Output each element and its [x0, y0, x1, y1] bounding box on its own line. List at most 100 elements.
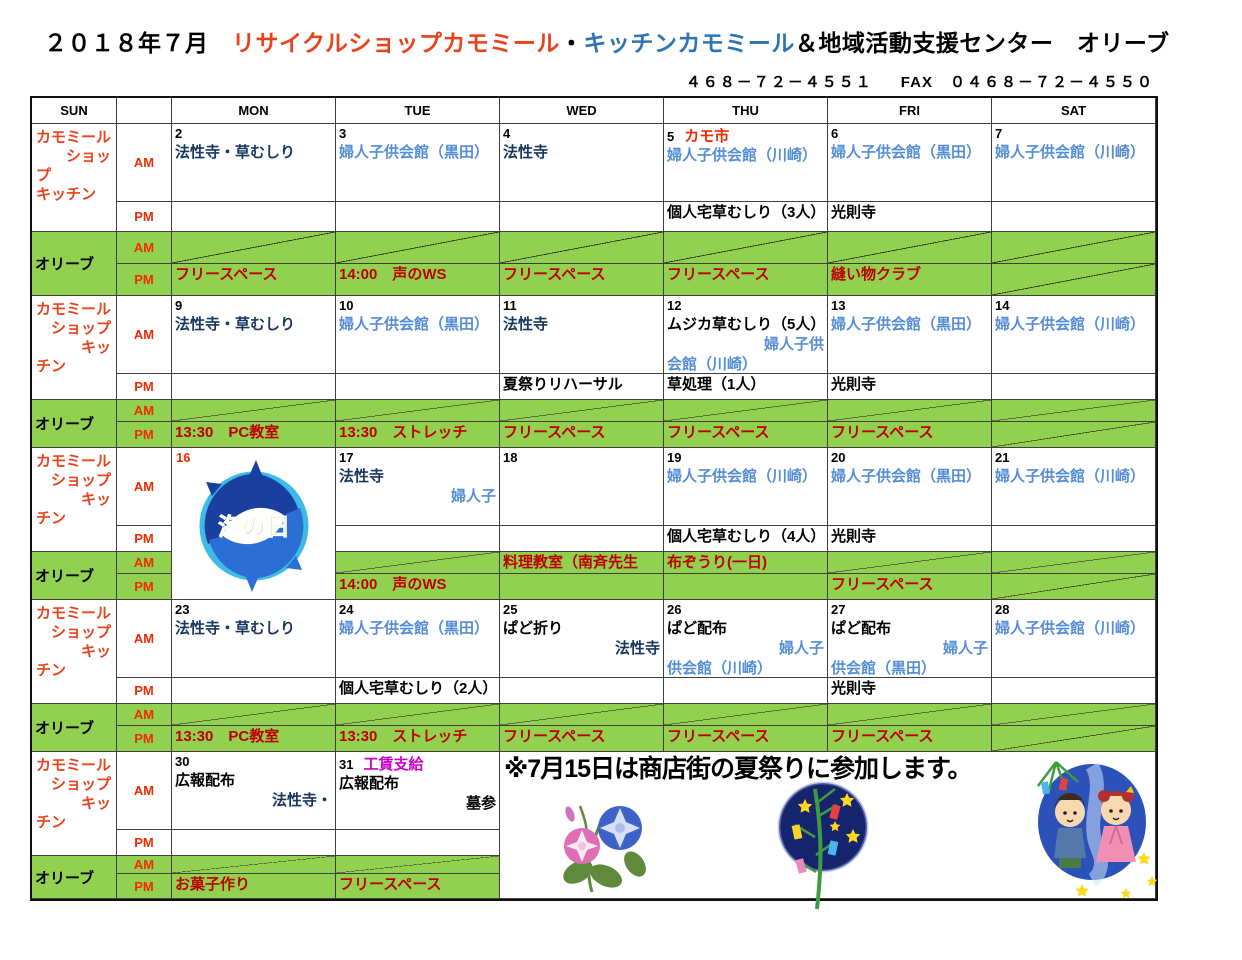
pm-label: PM	[117, 574, 172, 600]
event: 婦人子供会館（黒田）	[831, 144, 982, 161]
event: 13:30 ストレッチ	[339, 728, 468, 745]
day-cell: 23 法性寺・草むしり	[172, 600, 336, 678]
event: フリースペース	[667, 728, 770, 745]
event: フリースペース	[831, 424, 934, 441]
olive-cell-closed	[828, 552, 992, 574]
day-cell: 3 婦人子供会館（黒田）	[336, 124, 500, 202]
event: 婦人子	[450, 488, 496, 505]
header-sun: SUN	[32, 98, 117, 124]
event: 法性寺	[503, 144, 549, 161]
calendar-table: SUN MON TUE WED THU FRI SAT カモミール ショッ プ …	[30, 96, 1158, 910]
event: 13:30 PC教室	[175, 728, 280, 745]
event: 広報配布	[339, 775, 400, 792]
day-cell: 12 ムジカ草むしり（5人） 婦人子供 会館（川崎）	[664, 296, 828, 374]
olive-cell-closed	[172, 232, 336, 264]
olive-cell: 14:00 声のWS	[336, 574, 500, 600]
event: 広報配布	[175, 772, 236, 789]
tanabata-bamboo-icon	[777, 781, 869, 910]
olive-cell: お菓子作り	[172, 874, 336, 899]
event: ぱど配布	[831, 620, 892, 637]
date: 2	[175, 126, 183, 141]
row-label-olive: オリーブ	[32, 856, 117, 899]
event: フリースペース	[503, 266, 606, 283]
event: 個人宅草むしり（2人）	[339, 680, 498, 697]
date: 7	[995, 126, 1003, 141]
pm-cell	[172, 202, 336, 232]
event: 14:00 声のWS	[339, 576, 447, 593]
title-sep: ・	[559, 30, 584, 56]
olive-cell: フリースペース	[664, 726, 828, 752]
row-label-olive: オリーブ	[32, 552, 117, 600]
title-shop: リサイクルショップカモミール	[232, 30, 560, 56]
event: フリースペース	[831, 576, 934, 593]
olive-cell: フリースペース	[500, 264, 664, 296]
olive-cell: フリースペース	[828, 726, 992, 752]
event: フリースペース	[503, 424, 606, 441]
event: 法性寺	[503, 316, 549, 333]
olive-cell: フリースペース	[336, 874, 500, 899]
day-cell: 25 ぱど折り 法性寺	[500, 600, 664, 678]
olive-cell: フリースペース	[664, 264, 828, 296]
pm-label: PM	[117, 830, 172, 856]
olive-cell-closed	[992, 422, 1156, 448]
olive-cell-closed	[992, 552, 1156, 574]
event: 法性寺・	[271, 792, 332, 809]
header-sat: SAT	[992, 98, 1156, 124]
event: 婦人子	[778, 640, 824, 657]
row-label-chamomile: カモミール ショップ キッ チン	[32, 600, 117, 704]
event: フリースペース	[175, 266, 278, 283]
row-label-olive: オリーブ	[32, 400, 117, 448]
day-cell: 24 婦人子供会館（黒田）	[336, 600, 500, 678]
pm-cell	[172, 678, 336, 704]
header-mon: MON	[172, 98, 336, 124]
event: フリースペース	[503, 728, 606, 745]
event: 13:30 ストレッチ	[339, 424, 468, 441]
olive-cell	[500, 574, 664, 600]
olive-cell-closed	[828, 704, 992, 726]
week-4: カモミール ショップ キッ チン AM PM 23 法性寺・草むしり 24 婦人子供…	[32, 600, 1156, 752]
morning-glory-icon	[563, 805, 646, 893]
day-cell: 31 工賃支給 広報配布 墓参	[336, 752, 500, 830]
day-cell: 30 広報配布 法性寺・	[172, 752, 336, 830]
event: ムジカ草むしり（5人）	[667, 316, 826, 333]
contact-line: ４６８－７２－４５５１ FAX ０４６８－７２－４５５０	[686, 71, 1154, 92]
event: 14:00 声のWS	[339, 266, 447, 283]
row-label-olive: オリーブ	[32, 232, 117, 296]
olive-cell: フリースペース	[500, 726, 664, 752]
event: 供会館（黒田）	[831, 660, 937, 677]
olive-cell-closed	[500, 400, 664, 422]
row-label-olive: オリーブ	[32, 704, 117, 752]
date: 14	[995, 298, 1010, 313]
event: 草処理（1人）	[667, 376, 766, 393]
event: 婦人子供会館（黒田）	[339, 144, 490, 161]
olive-cell-closed	[664, 704, 828, 726]
pm-cell: 個人宅草むしり（2人）	[336, 678, 500, 704]
olive-cell: 縫い物クラブ	[828, 264, 992, 296]
olive-cell-closed	[336, 704, 500, 726]
am-label: AM	[117, 704, 172, 726]
day-cell: 14 婦人子供会館（川崎）	[992, 296, 1156, 374]
am-label: AM	[117, 552, 172, 574]
event: フリースペース	[339, 876, 442, 893]
event: 婦人子供会館（黒田）	[831, 316, 982, 333]
pm-cell	[500, 678, 664, 704]
date: 19	[667, 450, 682, 465]
pm-cell	[336, 830, 500, 856]
pm-cell	[172, 374, 336, 400]
olive-cell-closed	[172, 704, 336, 726]
event: 光則寺	[831, 528, 877, 545]
olive-cell-closed	[172, 400, 336, 422]
day-cell: 11 法性寺	[500, 296, 664, 374]
event: 光則寺	[831, 680, 877, 697]
event: 個人宅草むしり（4人）	[667, 528, 826, 545]
date: 16	[176, 450, 191, 465]
olive-cell-closed	[500, 232, 664, 264]
row-label-chamomile: カモミール ショップ キッ チン	[32, 296, 117, 400]
event: 婦人子供会館（川崎）	[995, 620, 1146, 637]
fax-label: FAX	[900, 74, 933, 91]
page-title: ２０１８年７月 リサイクルショップカモミール・キッチンカモミール＆地域活動支援セ…	[44, 24, 1169, 58]
day-cell: 19 婦人子供会館（川崎）	[664, 448, 828, 526]
olive-cell-closed	[992, 232, 1156, 264]
event: 婦人子供会館（川崎）	[667, 468, 818, 485]
